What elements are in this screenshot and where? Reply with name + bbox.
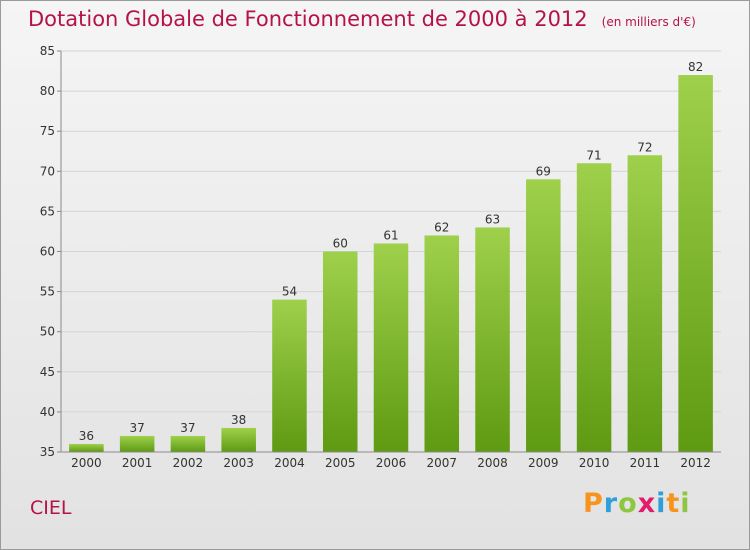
bar-value-label: 71 (586, 148, 601, 162)
y-tick-label: 60 (40, 245, 55, 259)
y-tick-label: 45 (40, 365, 55, 379)
bar (69, 443, 104, 452)
bar (526, 179, 561, 452)
logo-letter: r (603, 488, 619, 519)
x-tick-label: 2002 (173, 456, 204, 470)
x-tick-label: 2008 (477, 456, 508, 470)
bar (272, 299, 307, 452)
x-tick-label: 2012 (680, 456, 711, 470)
bar-value-label: 54 (282, 285, 297, 299)
y-tick-label: 35 (40, 445, 55, 459)
bar (373, 243, 409, 452)
bar (424, 235, 460, 452)
y-tick-label: 70 (40, 164, 55, 178)
bar (576, 163, 612, 452)
commune-name: CIEL (30, 497, 72, 519)
bar-value-label: 72 (637, 140, 652, 154)
bar (221, 427, 256, 452)
bar-value-label: 63 (485, 212, 500, 226)
logo-letter: x (637, 488, 657, 519)
labels: 35 40 45 50 55 60 65 70 75 80 85 36 2000 37 2001 37 2002… (40, 44, 711, 470)
bar-value-label: 37 (180, 421, 195, 435)
x-tick-label: 2004 (274, 456, 305, 470)
logo-letter: t (666, 488, 681, 519)
bar-value-label: 61 (383, 228, 398, 242)
y-tick-label: 85 (40, 44, 55, 58)
logo-letter: o (618, 488, 638, 519)
y-tick-label: 75 (40, 124, 55, 138)
x-tick-label: 2011 (630, 456, 661, 470)
y-tick-label: 50 (40, 325, 55, 339)
proxiti-logo: Proxiti (583, 488, 691, 519)
x-tick-label: 2007 (426, 456, 457, 470)
logo-letter: i (656, 488, 667, 519)
bar-value-label: 37 (130, 421, 145, 435)
logo-letter: P (583, 488, 604, 519)
bar (322, 251, 358, 452)
bar (475, 227, 510, 452)
y-tick-label: 80 (40, 84, 55, 98)
axes (57, 50, 721, 453)
x-tick-label: 2001 (122, 456, 153, 470)
title-text: Dotation Globale de Fonctionnement de 20… (28, 7, 588, 31)
bar (678, 75, 713, 452)
x-tick-label: 2005 (325, 456, 356, 470)
bars (69, 75, 713, 452)
bar (170, 435, 206, 452)
x-tick-label: 2010 (579, 456, 610, 470)
bar (627, 155, 663, 452)
y-tick-label: 65 (40, 204, 55, 218)
y-tick-label: 40 (40, 405, 55, 419)
x-tick-label: 2009 (528, 456, 559, 470)
chart-title: Dotation Globale de Fonctionnement de 20… (28, 7, 696, 31)
unit-label: (en milliers d'€) (601, 15, 696, 29)
bar-value-label: 36 (79, 429, 94, 443)
y-tick-label: 55 (40, 285, 55, 299)
x-tick-label: 2006 (376, 456, 407, 470)
bar-value-label: 38 (231, 413, 246, 427)
bar-value-label: 60 (333, 237, 348, 251)
x-tick-label: 2003 (223, 456, 254, 470)
bar-value-label: 69 (536, 164, 551, 178)
bar-value-label: 82 (688, 60, 703, 74)
logo-letter: i (680, 488, 691, 519)
x-tick-label: 2000 (71, 456, 102, 470)
bar-value-label: 62 (434, 220, 449, 234)
bar (119, 435, 155, 452)
